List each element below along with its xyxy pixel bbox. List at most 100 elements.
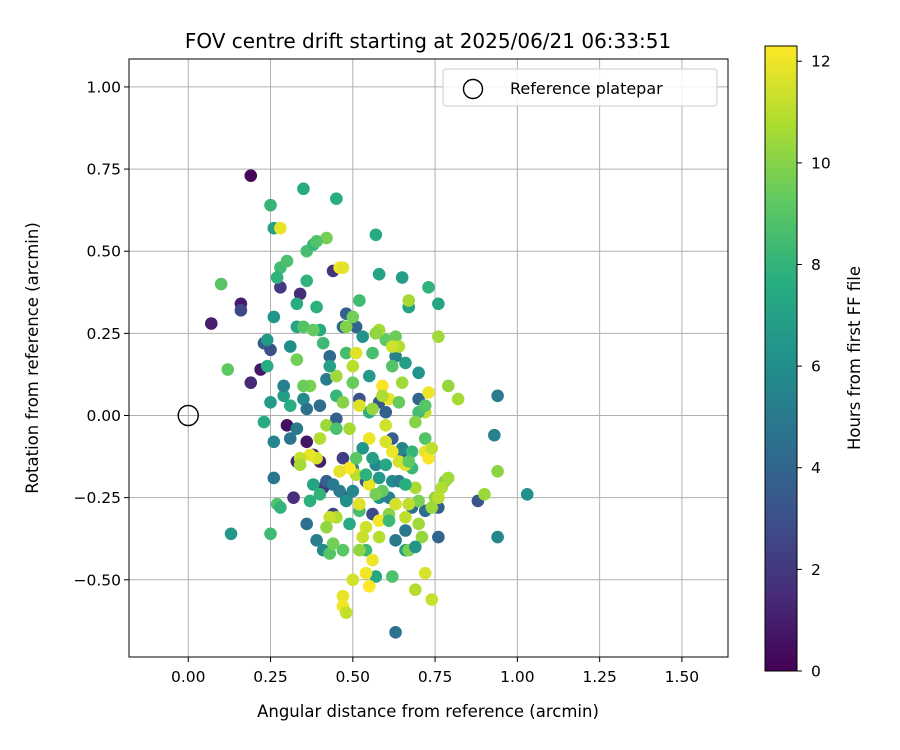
data-point — [491, 389, 504, 403]
data-point — [323, 511, 337, 524]
data-point — [221, 363, 235, 376]
data-point — [418, 399, 432, 412]
data-point — [333, 484, 346, 498]
data-point — [425, 593, 439, 606]
plot-frame — [128, 58, 729, 658]
data-point — [422, 281, 435, 294]
data-point — [343, 517, 356, 531]
data-point — [356, 442, 369, 455]
data-point — [435, 481, 448, 495]
data-point — [244, 376, 258, 389]
data-point — [409, 415, 422, 429]
data-point — [362, 369, 376, 383]
legend-marker-open-circle — [462, 78, 484, 100]
data-point — [280, 419, 294, 432]
data-point — [409, 540, 422, 554]
data-point — [362, 580, 376, 593]
data-point — [297, 320, 310, 334]
colorbar-ticks: 0 2 4 6 8 10 12 — [797, 53, 831, 681]
y-tick-label: −0.50 — [74, 571, 122, 589]
colorbar-tick-label: 0 — [811, 663, 821, 681]
x-tick-label: 1.25 — [582, 668, 617, 686]
data-point — [346, 310, 360, 324]
data-point — [372, 514, 386, 527]
y-axis-label: Rotation from reference (arcmin) — [23, 222, 42, 494]
data-point — [369, 228, 383, 242]
data-point — [372, 267, 386, 281]
data-point — [336, 543, 350, 557]
data-point — [343, 422, 356, 435]
data-point — [320, 231, 333, 245]
data-point — [362, 432, 376, 445]
data-point — [330, 422, 343, 435]
data-point — [432, 297, 445, 311]
data-point — [274, 221, 287, 235]
legend-entry-label: Reference platepar — [510, 79, 663, 98]
data-point — [260, 359, 274, 373]
data-point — [313, 488, 327, 501]
colorbar-tick-label: 12 — [811, 53, 831, 71]
data-point — [283, 399, 297, 412]
x-axis-ticks: 0.00 0.25 0.50 0.75 1.00 1.25 1.50 — [171, 657, 699, 686]
data-point — [369, 570, 383, 583]
data-point — [346, 376, 360, 389]
data-point — [330, 369, 343, 383]
data-point — [320, 520, 333, 534]
x-tick-label: 1.50 — [665, 668, 700, 686]
data-point — [418, 566, 432, 580]
data-point — [366, 451, 379, 465]
data-point — [244, 169, 258, 182]
data-point — [313, 432, 327, 445]
data-point — [478, 488, 491, 501]
y-tick-label: 0.25 — [86, 325, 121, 343]
data-point — [274, 281, 287, 294]
data-point — [369, 327, 383, 340]
data-point — [320, 373, 333, 386]
data-point — [372, 471, 386, 485]
data-point — [333, 465, 346, 478]
colorbar-tick-label: 2 — [811, 561, 821, 579]
data-point — [290, 422, 304, 435]
data-point — [353, 294, 366, 307]
data-point — [399, 511, 412, 524]
data-point — [405, 445, 419, 458]
data-point — [320, 419, 333, 432]
data-point — [346, 359, 360, 373]
data-point — [488, 428, 501, 442]
data-point — [274, 501, 287, 514]
data-point — [425, 442, 439, 455]
data-point — [520, 488, 534, 501]
data-point — [300, 402, 314, 416]
data-point — [379, 458, 393, 472]
data-point — [372, 530, 386, 544]
data-point — [204, 317, 218, 330]
data-point — [422, 451, 435, 465]
data-point — [366, 553, 379, 567]
reference-platepar-marker — [177, 404, 199, 427]
x-tick-label: 0.25 — [253, 668, 288, 686]
colorbar-tick-label: 4 — [811, 459, 821, 477]
data-point — [323, 350, 337, 363]
data-point — [432, 491, 445, 504]
data-point — [353, 543, 366, 557]
data-point — [323, 547, 337, 560]
data-point — [260, 333, 274, 347]
data-point — [418, 432, 432, 445]
data-point — [379, 435, 393, 449]
data-point — [343, 461, 356, 475]
y-tick-label: 0.75 — [86, 161, 121, 179]
data-point — [379, 419, 393, 432]
data-point — [346, 484, 360, 498]
data-point — [382, 514, 396, 527]
data-point — [359, 468, 373, 481]
data-point — [303, 494, 317, 508]
x-tick-label: 0.00 — [171, 668, 206, 686]
data-point — [214, 277, 228, 291]
data-point — [389, 534, 402, 547]
data-point — [264, 343, 277, 357]
data-point — [385, 340, 399, 353]
data-point — [356, 330, 369, 343]
data-point — [323, 359, 337, 373]
data-point — [234, 304, 248, 317]
